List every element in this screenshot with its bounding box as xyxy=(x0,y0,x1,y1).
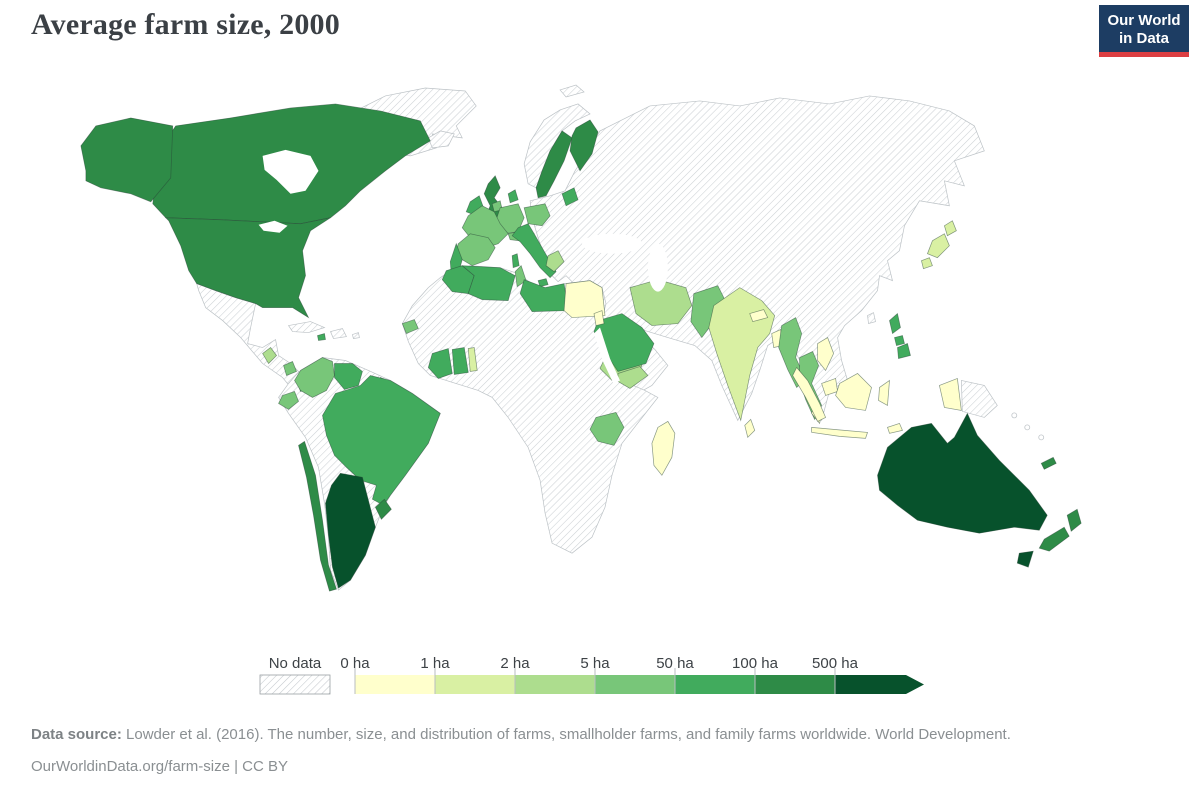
great-lakes xyxy=(258,220,288,233)
pacific-island xyxy=(1038,434,1045,441)
world-map xyxy=(0,76,1200,650)
country-iceland-nodata[interactable] xyxy=(427,130,455,149)
legend-bin-swatch[interactable] xyxy=(675,675,755,694)
pacific-island xyxy=(1024,424,1031,431)
data-source-text: Lowder et al. (2016). The number, size, … xyxy=(121,726,1011,743)
legend-bin-swatch[interactable] xyxy=(515,675,595,694)
black-sea xyxy=(582,233,642,254)
country-new-caledonia[interactable] xyxy=(1040,456,1057,470)
country-alaska[interactable] xyxy=(80,117,174,203)
country-chile[interactable] xyxy=(298,440,337,592)
data-source-label: Data source: xyxy=(31,726,122,743)
legend-no-data-label: No data xyxy=(269,655,322,672)
country-cuba-nodata[interactable] xyxy=(287,321,326,333)
country-taiwan-nodata[interactable] xyxy=(867,312,876,325)
country-egypt[interactable] xyxy=(563,280,606,318)
logo-line-2: in Data xyxy=(1118,30,1169,47)
page-title: Average farm size, 2000 xyxy=(31,8,340,41)
country-japan-honshu[interactable] xyxy=(926,233,950,259)
country-baltics[interactable] xyxy=(561,187,579,207)
country-indonesia-west-new-guinea[interactable] xyxy=(939,377,962,411)
legend-bin-swatch[interactable] xyxy=(355,675,435,694)
country-mexico-centralamerica-nodata[interactable] xyxy=(196,283,309,394)
country-algeria[interactable] xyxy=(461,265,516,301)
legend-tick-label: 100 ha xyxy=(732,655,779,672)
legend-tick-label: 2 ha xyxy=(500,655,530,672)
country-indonesia-sumatra[interactable] xyxy=(792,366,827,422)
pacific-island xyxy=(1011,412,1018,419)
country-madagascar[interactable] xyxy=(651,420,676,476)
caspian-sea xyxy=(647,243,668,292)
country-new-zealand-north[interactable] xyxy=(1066,508,1082,532)
country-australia[interactable] xyxy=(877,412,1048,534)
country-greece[interactable] xyxy=(545,250,565,273)
country-philippines-luzon[interactable] xyxy=(889,312,901,335)
country-brazil[interactable] xyxy=(322,375,441,506)
legend-bin-swatch[interactable] xyxy=(755,675,835,694)
country-italy[interactable] xyxy=(511,223,557,279)
country-tasmania[interactable] xyxy=(1016,550,1034,568)
country-japan-hokkaido[interactable] xyxy=(943,220,957,237)
country-philippines-visayas[interactable] xyxy=(894,335,905,346)
country-nicaragua[interactable] xyxy=(283,361,297,376)
footer: Data source: Lowder et al. (2016). The n… xyxy=(31,724,1106,778)
logo-line-1: Our World xyxy=(1107,12,1181,29)
legend-no-data-swatch[interactable] xyxy=(259,674,331,695)
country-indonesia-java[interactable] xyxy=(811,427,869,439)
legend-tick-label: 5 ha xyxy=(580,655,610,672)
legend-tick-label: 1 ha xyxy=(420,655,450,672)
map-legend: No data 0 ha 1 ha 2 ha 5 ha 50 ha 100 ha… xyxy=(250,652,950,702)
owid-logo[interactable]: Our World in Data xyxy=(1099,5,1189,57)
country-sri-lanka[interactable] xyxy=(744,418,756,439)
country-new-zealand-south[interactable] xyxy=(1038,526,1070,552)
logo-accent-bar xyxy=(1099,52,1189,57)
country-india[interactable] xyxy=(708,287,776,422)
country-argentina[interactable] xyxy=(325,472,376,589)
country-laos[interactable] xyxy=(817,337,834,372)
hudson-bay xyxy=(262,149,319,194)
legend-bin-swatch[interactable] xyxy=(435,675,515,694)
country-ecuador[interactable] xyxy=(278,391,299,410)
legend-bin-swatch-arrow[interactable] xyxy=(835,675,924,694)
country-venezuela[interactable] xyxy=(334,363,363,390)
country-sicily[interactable] xyxy=(537,278,549,288)
country-indonesia-sulawesi[interactable] xyxy=(878,379,890,406)
country-uruguay[interactable] xyxy=(374,498,392,520)
country-jordan[interactable] xyxy=(593,310,605,326)
country-philippines-mindanao[interactable] xyxy=(897,343,911,359)
citation-link[interactable]: OurWorldinData.org/farm-size | CC BY xyxy=(31,757,289,775)
red-sea xyxy=(594,327,620,385)
country-puerto-rico-nodata[interactable] xyxy=(352,332,360,339)
country-sardinia[interactable] xyxy=(511,253,520,269)
data-source-note: Data source: Lowder et al. (2016). The n… xyxy=(31,724,1106,747)
svalbard-nodata[interactable] xyxy=(559,84,585,98)
country-poland[interactable] xyxy=(523,203,551,227)
country-indonesia-timor[interactable] xyxy=(887,422,903,434)
country-cote-divoire[interactable] xyxy=(427,348,453,379)
country-jamaica[interactable] xyxy=(317,333,326,341)
country-togo[interactable] xyxy=(467,347,478,372)
country-indonesia-borneo[interactable] xyxy=(835,373,872,411)
country-nepal[interactable] xyxy=(749,309,769,322)
country-hispaniola-nodata[interactable] xyxy=(329,328,347,339)
country-japan-kyushu[interactable] xyxy=(921,257,933,270)
country-guatemala[interactable] xyxy=(262,347,278,365)
country-colombia[interactable] xyxy=(294,357,335,398)
country-senegal[interactable] xyxy=(401,319,419,335)
country-denmark[interactable] xyxy=(507,189,519,204)
legend-bin-swatch[interactable] xyxy=(595,675,675,694)
country-finland[interactable] xyxy=(569,119,599,172)
country-sweden[interactable] xyxy=(535,130,573,199)
legend-tick-label: 500 ha xyxy=(812,655,859,672)
legend-tick-label: 0 ha xyxy=(340,655,370,672)
country-papua-new-guinea-nodata[interactable] xyxy=(961,380,998,418)
country-tanzania[interactable] xyxy=(589,412,625,446)
country-usa[interactable] xyxy=(164,217,331,319)
country-ghana[interactable] xyxy=(451,347,469,375)
legend-tick-label: 50 ha xyxy=(656,655,694,672)
